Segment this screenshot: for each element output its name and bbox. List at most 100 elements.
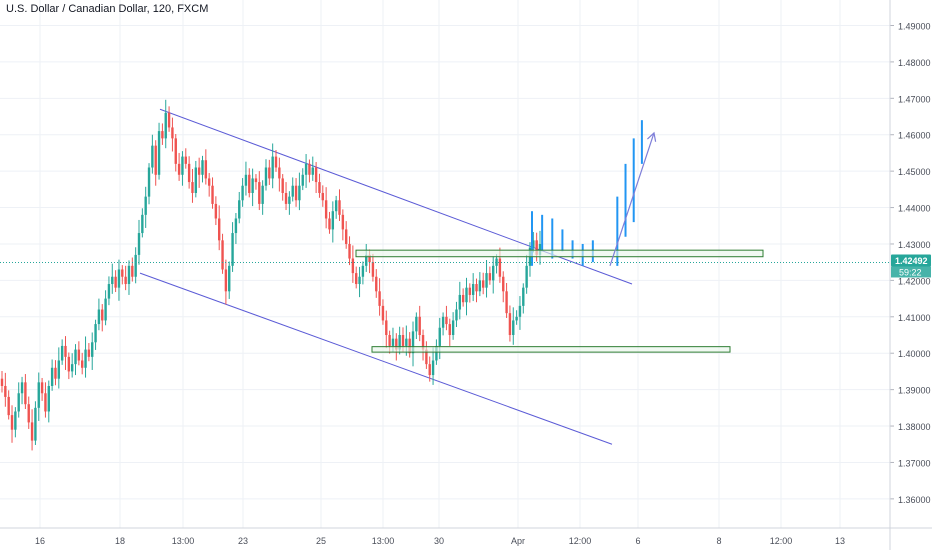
candle-body [371, 262, 375, 277]
candle-body [388, 335, 391, 346]
time-tick-label: 6 [635, 536, 640, 546]
candle-body [475, 284, 478, 292]
candle-body [37, 382, 40, 408]
candle-body [471, 284, 475, 295]
candle-body [411, 331, 415, 354]
candle-body [201, 160, 204, 175]
candle-body [381, 305, 385, 321]
candle-body [391, 338, 395, 346]
candle-body [481, 280, 485, 288]
candle-body [111, 276, 114, 285]
price-tick-label: 1.45000 [898, 167, 931, 177]
candle-body [177, 163, 181, 175]
candle-body [502, 276, 505, 292]
price-tick-label: 1.41000 [898, 313, 931, 323]
candle-body [522, 287, 525, 306]
candle-body [311, 167, 314, 175]
candle-body [538, 243, 542, 255]
candle-body [298, 185, 301, 201]
candle-body [445, 316, 448, 325]
candle-body [425, 349, 428, 365]
time-tick-label: 18 [115, 536, 125, 546]
candle-body [131, 265, 134, 277]
candle-body [228, 265, 231, 292]
candle-body [428, 364, 431, 376]
resistance-zone[interactable] [355, 249, 764, 258]
projection-arrow-line[interactable] [609, 132, 655, 267]
candle-body [187, 163, 191, 183]
candle-body [4, 385, 7, 397]
time-tick-label: 23 [238, 536, 248, 546]
candle-body [395, 338, 398, 350]
candle-body [147, 167, 151, 197]
time-axis[interactable]: 16 18 13:00 23 25 13:00 30 Apr 12:00 6 8 12:00 13 [0, 527, 932, 546]
candle-body [60, 345, 64, 361]
candle-body [291, 185, 294, 197]
price-tick-label: 1.40000 [898, 349, 931, 359]
candle-body [314, 167, 318, 183]
candle-body [358, 276, 361, 285]
time-tick-label: 12:00 [569, 536, 592, 546]
candle-body [17, 393, 20, 412]
candle-body [465, 287, 468, 303]
candle-body [197, 167, 201, 175]
candle-body [338, 200, 341, 215]
price-axis[interactable]: 1.36000 1.37000 1.38000 1.39000 1.40000 1.410… [889, 0, 931, 550]
candle-body [438, 327, 441, 346]
candle-body [401, 335, 405, 346]
candle-body [535, 240, 538, 255]
price-tick-label: 1.47000 [898, 94, 931, 104]
candle-body [94, 324, 97, 343]
candle-body [161, 131, 164, 139]
candle-body [14, 411, 17, 430]
price-tick-label: 1.38000 [898, 422, 931, 432]
candle-body [101, 309, 104, 321]
last-price-label: 1.42492 [895, 256, 928, 266]
price-tick-label: 1.49000 [898, 21, 931, 31]
candle-body [304, 163, 308, 175]
candle-body [141, 214, 144, 234]
time-tick-label: 13 [835, 536, 845, 546]
candle-body [127, 265, 131, 285]
price-tick-label: 1.48000 [898, 58, 931, 68]
candle-body [24, 382, 27, 405]
candle-body [261, 185, 264, 204]
support-zone[interactable] [371, 346, 731, 353]
candle-body [47, 385, 50, 412]
drawings-front[interactable] [0, 131, 890, 353]
time-tick-label: 13:00 [172, 536, 195, 546]
price-tick-label: 1.36000 [898, 495, 931, 505]
candle-body [254, 178, 258, 183]
candle-body [70, 364, 74, 372]
channel-lower-line[interactable] [139, 272, 613, 445]
candle-body [74, 349, 77, 365]
candle-body [157, 131, 161, 175]
candle-body [87, 349, 91, 357]
candle-body [34, 407, 37, 441]
candle-body [308, 163, 311, 175]
candle-body [334, 200, 338, 212]
candle-body [492, 265, 495, 281]
last-price-badge[interactable] [891, 254, 931, 267]
channel-upper-line[interactable] [159, 108, 633, 285]
candle-body [378, 291, 381, 306]
candle-body [344, 229, 348, 244]
candle-body [174, 138, 177, 164]
candle-body [405, 338, 408, 346]
candle-body [288, 196, 291, 204]
candle-body [258, 182, 261, 204]
candle-body [351, 258, 355, 274]
candle-body [80, 360, 84, 368]
candle-body [441, 316, 445, 328]
candle-body [505, 291, 508, 314]
candle-body [218, 218, 221, 241]
candle-body [294, 185, 298, 201]
candle-body [448, 324, 451, 336]
candle-body [137, 233, 141, 255]
candle-body [234, 218, 238, 234]
candle-body [224, 269, 228, 292]
candle-body [231, 233, 234, 266]
candle-body [117, 269, 121, 288]
